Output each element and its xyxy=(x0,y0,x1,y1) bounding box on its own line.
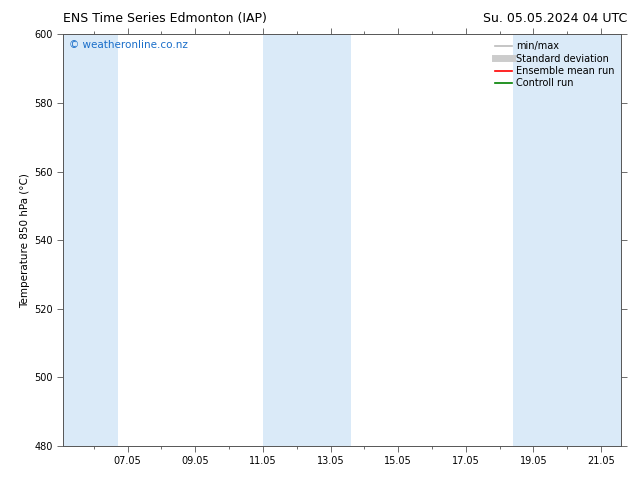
Bar xyxy=(513,34,621,446)
Text: ENS Time Series Edmonton (IAP): ENS Time Series Edmonton (IAP) xyxy=(63,12,268,25)
Bar xyxy=(263,34,351,446)
Text: © weatheronline.co.nz: © weatheronline.co.nz xyxy=(69,41,188,50)
Legend: min/max, Standard deviation, Ensemble mean run, Controll run: min/max, Standard deviation, Ensemble me… xyxy=(493,39,616,90)
Bar xyxy=(63,34,117,446)
Y-axis label: Temperature 850 hPa (°C): Temperature 850 hPa (°C) xyxy=(20,172,30,308)
Text: Su. 05.05.2024 04 UTC: Su. 05.05.2024 04 UTC xyxy=(483,12,628,25)
